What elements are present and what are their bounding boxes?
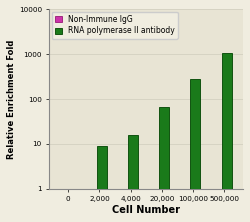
Bar xyxy=(222,53,232,222)
Bar xyxy=(152,189,157,222)
Bar xyxy=(58,189,63,222)
Y-axis label: Relative Enrichment Fold: Relative Enrichment Fold xyxy=(7,39,16,159)
Bar xyxy=(184,189,188,222)
Bar xyxy=(90,189,94,222)
Bar xyxy=(190,79,200,222)
Bar xyxy=(159,107,169,222)
Bar xyxy=(66,189,76,222)
Bar xyxy=(128,135,138,222)
Bar xyxy=(121,189,126,222)
X-axis label: Cell Number: Cell Number xyxy=(112,205,180,215)
Bar xyxy=(215,189,219,222)
Bar xyxy=(97,146,107,222)
Legend: Non-Immune IgG, RNA polymerase II antibody: Non-Immune IgG, RNA polymerase II antibo… xyxy=(52,12,178,39)
